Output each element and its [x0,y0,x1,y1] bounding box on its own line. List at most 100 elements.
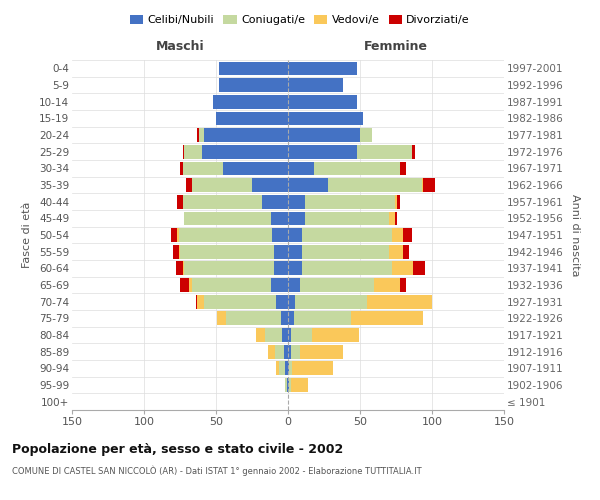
Bar [262,195,288,208]
Bar [197,128,199,142]
Bar [226,312,281,325]
Bar [403,245,409,258]
Bar [180,278,188,292]
Bar [400,278,406,292]
Bar [288,178,328,192]
Bar [305,212,389,225]
Bar [281,312,288,325]
Bar [188,278,191,292]
Bar [291,328,313,342]
Bar [395,195,397,208]
Bar [424,178,435,192]
Bar [357,145,412,158]
Bar [173,245,179,258]
Text: Maschi: Maschi [155,40,205,53]
Bar [288,312,294,325]
Bar [299,345,343,358]
Bar [219,78,288,92]
Bar [282,328,288,342]
Bar [288,362,289,375]
Bar [288,295,295,308]
Bar [177,228,179,242]
Bar [184,262,274,275]
Bar [288,245,302,258]
Bar [305,195,395,208]
Bar [205,295,277,308]
Bar [395,212,397,225]
Bar [216,112,288,125]
Bar [183,162,223,175]
Bar [176,262,183,275]
Bar [374,278,400,292]
Bar [299,278,374,292]
Bar [202,145,288,158]
Bar [252,178,288,192]
Legend: Celibi/Nubili, Coniugati/e, Vedovi/e, Divorziati/e: Celibi/Nubili, Coniugati/e, Vedovi/e, Di… [125,10,475,30]
Bar [352,312,424,325]
Bar [422,178,424,192]
Bar [288,195,305,208]
Bar [277,295,288,308]
Bar [179,228,272,242]
Text: Femmine: Femmine [364,40,428,53]
Bar [217,312,226,325]
Bar [288,112,363,125]
Bar [180,162,183,175]
Bar [265,328,282,342]
Bar [287,378,288,392]
Bar [184,212,271,225]
Bar [291,345,299,358]
Bar [191,178,252,192]
Bar [400,162,406,175]
Bar [288,378,289,392]
Bar [289,378,291,392]
Bar [288,212,305,225]
Bar [183,195,262,208]
Bar [302,228,392,242]
Bar [274,245,288,258]
Bar [403,228,412,242]
Bar [199,128,205,142]
Bar [223,162,288,175]
Bar [360,128,371,142]
Y-axis label: Anni di nascita: Anni di nascita [570,194,580,276]
Bar [186,178,191,192]
Bar [288,278,299,292]
Bar [302,245,389,258]
Bar [177,195,183,208]
Bar [284,345,288,358]
Bar [256,328,265,342]
Bar [392,228,403,242]
Bar [285,362,288,375]
Bar [183,262,184,275]
Bar [183,145,184,158]
Bar [288,78,343,92]
Bar [292,362,332,375]
Bar [179,245,180,258]
Bar [289,362,292,375]
Bar [196,295,197,308]
Bar [288,228,302,242]
Bar [295,295,367,308]
Bar [313,328,359,342]
Bar [274,262,288,275]
Bar [191,278,271,292]
Bar [397,195,400,208]
Bar [180,245,274,258]
Bar [288,95,357,108]
Text: COMUNE DI CASTEL SAN NICCOLÒ (AR) - Dati ISTAT 1° gennaio 2002 - Elaborazione TU: COMUNE DI CASTEL SAN NICCOLÒ (AR) - Dati… [12,466,422,476]
Bar [288,162,314,175]
Bar [205,128,288,142]
Bar [389,212,395,225]
Bar [413,262,425,275]
Bar [288,62,357,75]
Bar [294,312,352,325]
Bar [197,295,205,308]
Bar [280,362,285,375]
Bar [328,178,422,192]
Bar [291,378,308,392]
Bar [288,262,302,275]
Bar [302,262,392,275]
Bar [314,162,400,175]
Bar [213,95,288,108]
